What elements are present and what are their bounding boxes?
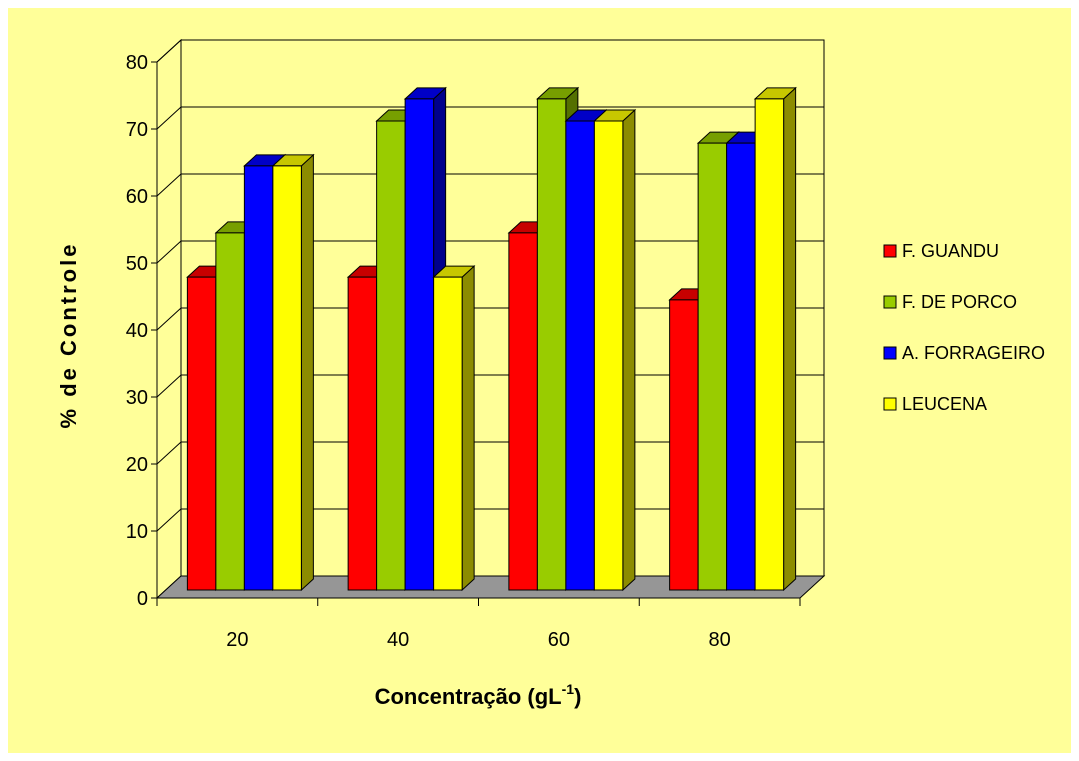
legend-item: F. DE PORCO: [883, 292, 1017, 312]
y-tick-label: 50: [126, 253, 148, 275]
bar-front: [376, 120, 406, 591]
y-tick-label: 0: [137, 588, 148, 610]
y-tick-label: 70: [126, 119, 148, 141]
y-tick-label: 20: [126, 454, 148, 476]
bar-front: [404, 98, 435, 591]
bar-front: [593, 120, 624, 591]
y-tick-label: 30: [126, 387, 148, 409]
legend-label: LEUCENA: [902, 394, 987, 414]
x-tick-labels: 20 40 60 80: [226, 629, 731, 651]
bar-front: [669, 299, 699, 591]
legend-swatch: [883, 244, 897, 258]
y-tick-label: 60: [126, 186, 148, 208]
bar-front: [754, 98, 785, 591]
bar-front: [508, 232, 538, 591]
legend-label: A. FORRAGEIRO: [902, 343, 1045, 363]
y-tick-label: 40: [126, 320, 148, 342]
x-tick-label: 40: [387, 629, 409, 651]
bar-front: [726, 142, 756, 591]
legend-swatch: [883, 295, 897, 309]
y-tick-label: 10: [126, 521, 148, 543]
x-axis-title-main: Concentração (gL: [375, 684, 562, 709]
gridline: [156, 39, 824, 63]
bars: [186, 86, 797, 592]
x-axis-title-superscript: -1: [562, 681, 575, 697]
bar: [593, 108, 637, 592]
legend-swatch: [883, 397, 897, 411]
gridline: [156, 106, 824, 130]
legend-item: F. GUANDU: [883, 241, 999, 261]
bar-front: [565, 120, 595, 591]
x-tick-label: 20: [226, 629, 248, 651]
x-tick-label: 80: [709, 629, 731, 651]
bar: [432, 264, 476, 592]
y-axis-title: % de Controle: [56, 242, 81, 429]
bar: [271, 153, 315, 592]
bar-front: [243, 165, 274, 591]
legend-item: A. FORRAGEIRO: [883, 343, 1045, 363]
bar-front: [433, 276, 463, 591]
bar-side: [622, 108, 636, 592]
legend-label: F. GUANDU: [902, 241, 999, 261]
legend-item: LEUCENA: [883, 394, 987, 414]
bar-side: [300, 153, 314, 592]
x-axis-title: Concentração (gL-1): [375, 681, 582, 709]
bar-front: [272, 165, 302, 591]
bar-side: [783, 86, 797, 592]
bar-front: [186, 276, 217, 591]
legend-label: F. DE PORCO: [902, 292, 1017, 312]
axes: [151, 61, 801, 606]
legend: F. GUANDU F. DE PORCO A. FORRAGEIRO LEUCENA: [883, 241, 1045, 414]
bar-front: [347, 276, 378, 591]
x-axis-title-suffix: ): [574, 684, 581, 709]
x-tick-label: 60: [548, 629, 570, 651]
y-tick-labels: 0 10 20 30 40 50 60 70 80: [126, 52, 148, 610]
bar: [753, 86, 797, 592]
legend-swatch: [883, 346, 897, 360]
y-tick-label: 80: [126, 52, 148, 74]
bar-front: [697, 142, 728, 591]
bar-side: [461, 264, 475, 592]
bar-front: [215, 232, 245, 591]
bar-front: [536, 98, 567, 591]
